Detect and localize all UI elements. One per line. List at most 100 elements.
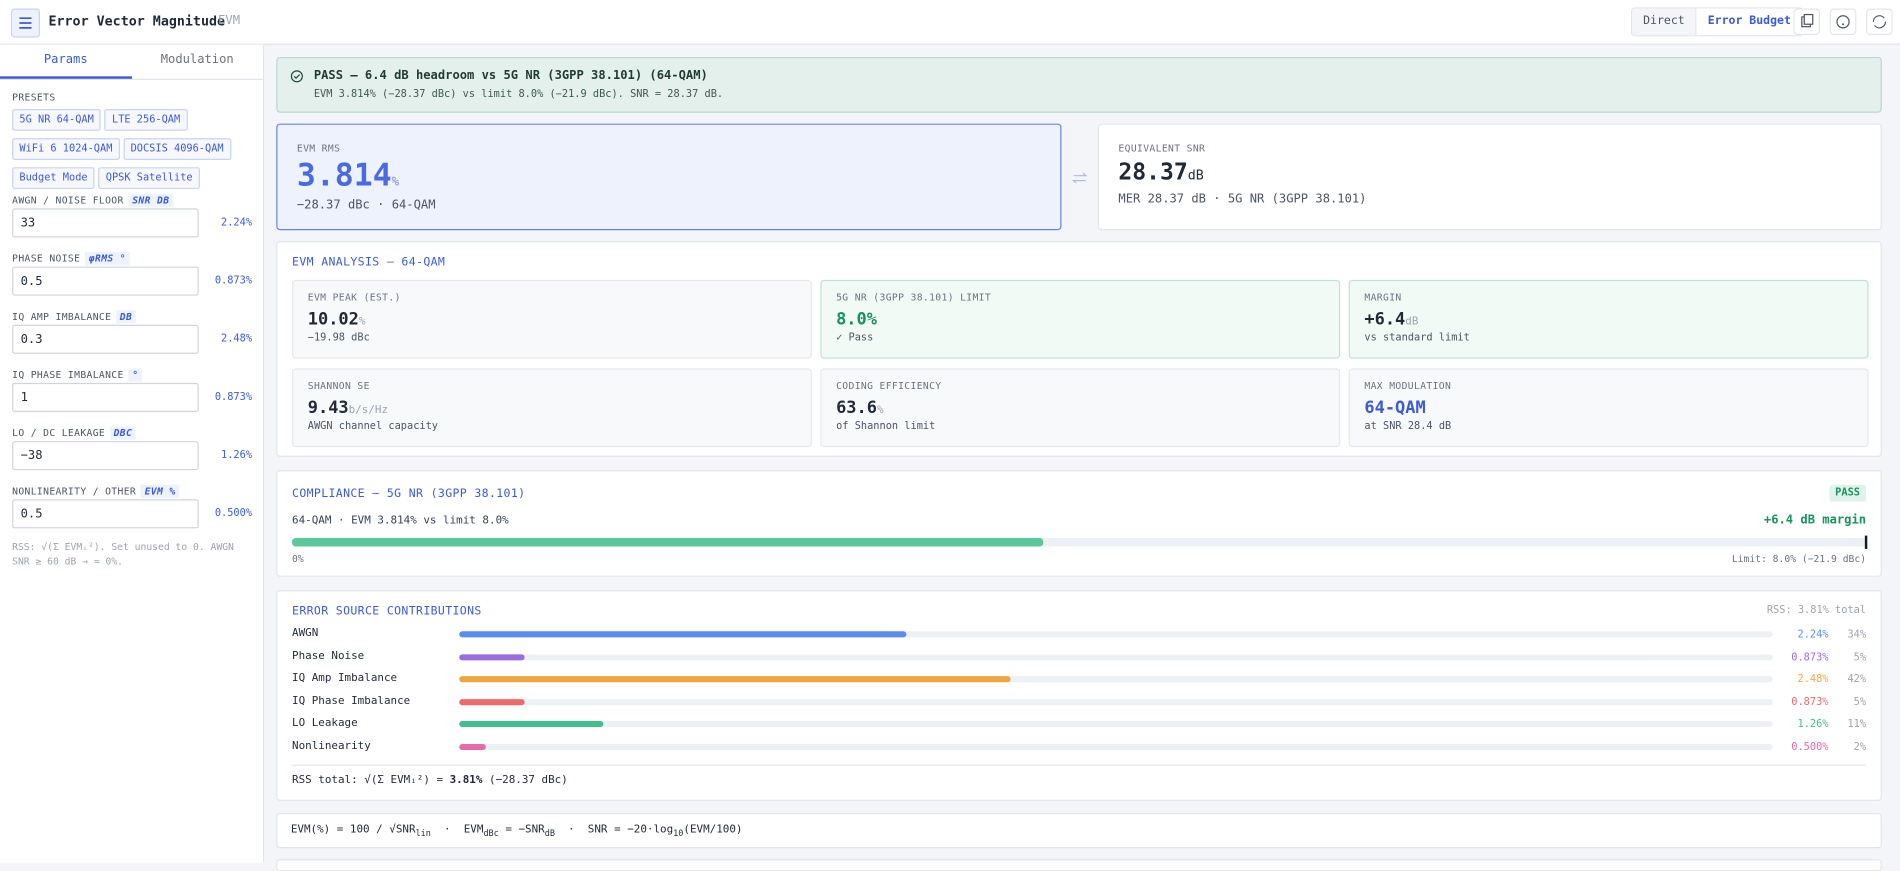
field-label: IQ PHASE IMBALANCE ° (12, 368, 143, 382)
mode-button[interactable]: Direct (1632, 8, 1696, 36)
mode-button[interactable]: Error Budget (1695, 8, 1802, 36)
cell-value: 63.6% (836, 399, 1324, 418)
cell-label: MARGIN (1364, 292, 1402, 303)
copy-button[interactable] (1793, 8, 1821, 36)
field-label: AWGN / NOISE FLOOR SNR DB (12, 193, 174, 208)
formula-panel: EVM(%) = 100 / √SNRlin · EVMdBc = −SNRdB… (276, 813, 1882, 849)
source-evm: 1.26% (1797, 718, 1829, 731)
cell-unit: % (358, 316, 366, 329)
preset-chip[interactable]: Budget Mode (12, 167, 95, 190)
source-evm: 2.24% (1797, 628, 1829, 642)
evm-label: EVM RMS (296, 142, 341, 154)
help-button[interactable] (1829, 8, 1857, 36)
formula-sub: 10 (673, 828, 684, 839)
tab[interactable]: Modulation (160, 53, 234, 67)
contributions-panel: ERROR SOURCE CONTRIBUTIONS RSS: 3.81% to… (276, 590, 1882, 801)
field-name: IQ AMP IMBALANCE (12, 311, 112, 323)
field-result: 0.873% (214, 275, 253, 288)
field-unit: EVM % (140, 484, 180, 499)
compliance-panel: COMPLIANCE — 5G NR (3GPP 38.101) PASS 64… (276, 470, 1882, 577)
cell-sub: of Shannon limit (836, 420, 936, 433)
source-name: IQ Amp Imbalance (292, 672, 398, 685)
field-unit: φRMS ° (85, 252, 130, 266)
cell-value: 10.02% (308, 310, 796, 329)
bar (459, 631, 906, 638)
rss-text: (−28.37 dBc) (482, 774, 568, 787)
compliance-title: COMPLIANCE — 5G NR (3GPP 38.101) (292, 487, 526, 501)
analysis-panel: EVM ANALYSIS — 64-QAM EVM PEAK (EST.) 10.… (276, 241, 1882, 457)
source-share: 42% (1847, 673, 1867, 686)
source-share: 5% (1853, 651, 1867, 664)
cell-value: 64-QAM (1364, 399, 1852, 418)
divider (292, 764, 1867, 766)
field-input[interactable] (12, 441, 199, 471)
swap-icon (1072, 172, 1088, 184)
menu-icon (19, 17, 32, 29)
field-input[interactable] (12, 208, 199, 238)
formula-sub: dB (544, 828, 555, 839)
source-evm: 0.873% (1791, 651, 1829, 664)
field-input[interactable] (12, 324, 199, 354)
bar-track (459, 743, 1773, 750)
analysis-grid: EVM PEAK (EST.) 10.02% −19.98 dBc 5G NR (3G… (277, 242, 1880, 455)
source-evm: 0.873% (1791, 696, 1829, 709)
preset-chip[interactable]: LTE 256-QAM (104, 109, 188, 131)
field-input[interactable] (12, 382, 199, 412)
preset-chip[interactable]: WiFi 6 1024-QAM (12, 138, 120, 160)
field-input[interactable] (12, 499, 199, 529)
bar (459, 676, 1011, 683)
compliance-end: Limit: 8.0% (−21.9 dBc) (1731, 553, 1867, 565)
bar-track (459, 720, 1773, 728)
app-title: Error Vector Magnitude (48, 13, 226, 30)
evm-card: EVM RMS 3.814% −28.37 dBc · 64-QAM (276, 123, 1062, 231)
menu-button[interactable] (10, 8, 40, 38)
field-input[interactable] (12, 266, 199, 296)
rss-text: RSS total: √(Σ EVMᵢ²) = (292, 774, 450, 787)
field-name: NONLINEARITY / OTHER (12, 485, 137, 497)
field-unit: SNR DB (128, 193, 174, 208)
cell-label: 5G NR (3GPP 38.101) LIMIT (836, 292, 992, 303)
source-share: 5% (1853, 696, 1867, 709)
cell-sub: at SNR 28.4 dB (1364, 420, 1452, 433)
bar (459, 653, 525, 660)
source-share: 34% (1847, 628, 1867, 642)
snr-value: 28.37dB (1118, 159, 1203, 186)
bar-track (459, 676, 1773, 683)
analysis-cell: EVM PEAK (EST.) 10.02% −19.98 dBc (292, 279, 812, 359)
compliance-fill (292, 538, 1044, 547)
contribution-row: IQ Phase Imbalance 0.873% 5% (292, 695, 1866, 710)
tabs: Params Modulation (0, 45, 263, 80)
preset-chip[interactable]: QPSK Satellite (98, 167, 200, 190)
status-detail: EVM 3.814% (−28.37 dBc) vs limit 8.0% (−… (313, 88, 724, 101)
mode-switch: Direct Error Budget (1630, 7, 1804, 37)
field: AWGN / NOISE FLOOR SNR DB 2.24% (12, 193, 252, 253)
compliance-start: 0% (292, 553, 304, 565)
field: PHASE NOISE φRMS ° 0.873% (12, 252, 253, 311)
formula-text: = −SNR (498, 823, 545, 837)
evm-unit: % (391, 175, 400, 190)
evm-sub: −28.37 dBc · 64-QAM (296, 198, 436, 213)
contribution-row: AWGN 2.24% 34% (292, 628, 1866, 643)
compliance-badge: PASS (1829, 484, 1867, 502)
cell-value: 9.43b/s/Hz (308, 399, 796, 418)
preset-chip[interactable]: DOCSIS 4096-QAM (123, 138, 231, 160)
bar-track (459, 631, 1773, 638)
source-name: LO Leakage (292, 717, 358, 730)
cell-number: 10.02 (307, 310, 359, 330)
status-icon (290, 70, 303, 83)
cell-number: 9.43 (307, 398, 349, 419)
source-name: Phase Noise (292, 650, 365, 663)
field-name: IQ PHASE IMBALANCE (12, 369, 124, 381)
limit-marker (1864, 535, 1868, 549)
reset-button[interactable] (1866, 8, 1893, 36)
contribution-row: LO Leakage 1.26% 11% (292, 717, 1866, 732)
app-subtitle: EVM (218, 14, 240, 28)
field-label: LO / DC LEAKAGE DBC (12, 426, 136, 440)
formula-sub: lin (415, 828, 431, 839)
tab[interactable]: Params (0, 45, 132, 79)
bar (459, 743, 486, 750)
preset-chip[interactable]: 5G NR 64-QAM (12, 109, 102, 131)
bar-track (459, 698, 1773, 705)
presets-label: PRESETS (12, 92, 56, 103)
